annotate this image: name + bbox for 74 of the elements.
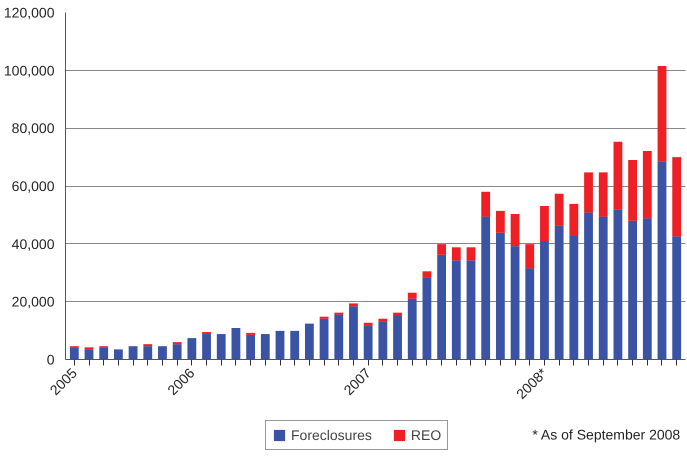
bar [114,349,123,360]
bar [540,206,549,241]
bar [260,334,270,360]
bar [276,330,284,360]
y-tick-label: 80,000 [12,120,55,136]
y-tick-label: 0 [46,352,55,368]
bar [128,346,138,360]
bar [614,210,622,360]
bar [496,210,505,233]
bar [554,226,564,360]
bar [452,260,461,360]
bar [422,277,432,360]
bar [408,298,417,360]
bar [584,172,593,213]
bar [172,344,182,360]
bar [628,160,638,221]
bar [510,214,520,246]
bar [320,318,328,360]
bar [334,314,344,360]
bar [642,218,652,360]
bar [569,236,578,360]
bar [481,192,490,217]
y-tick-label: 60,000 [12,178,55,194]
bar [452,247,461,260]
bar [422,271,432,278]
bar [496,232,505,360]
bar [569,204,578,236]
bar [598,172,608,217]
bar [642,151,652,218]
legend-label: Foreclosures [291,427,372,443]
text: * As of September 2008 [532,426,680,442]
bar [349,306,358,360]
bar [466,260,476,360]
y-tick-label: 100,000 [4,62,55,78]
bar [290,330,300,360]
bar [393,312,402,316]
y-tick-label: 40,000 [12,236,55,252]
bar [349,303,358,306]
bar [672,157,682,236]
bar [525,244,534,268]
bar [246,334,256,360]
bar [304,324,314,360]
bar [481,216,490,360]
bar [628,220,638,360]
bar [658,66,666,162]
bar [70,348,79,360]
bar [614,142,622,210]
bar [232,328,240,360]
bar [187,338,196,360]
bar [658,162,666,360]
bar [408,292,417,299]
bar [158,346,167,360]
bar [99,348,108,360]
bar [393,316,402,360]
bar [364,326,373,360]
bar [202,334,211,360]
bar [143,346,152,360]
bar [554,194,564,226]
bar [84,349,94,360]
y-tick-label: 120,000 [4,4,55,20]
bar [437,244,446,255]
bar [584,212,593,360]
bar [378,318,388,322]
y-tick-label: 20,000 [12,294,55,310]
bar [510,246,520,360]
bar [672,236,682,360]
bar [540,240,549,360]
bar [525,268,534,360]
bar [466,247,476,260]
bar [378,322,388,360]
bar [437,254,446,360]
bar [216,334,226,360]
legend-label: REO [410,427,442,443]
bar [598,216,608,360]
